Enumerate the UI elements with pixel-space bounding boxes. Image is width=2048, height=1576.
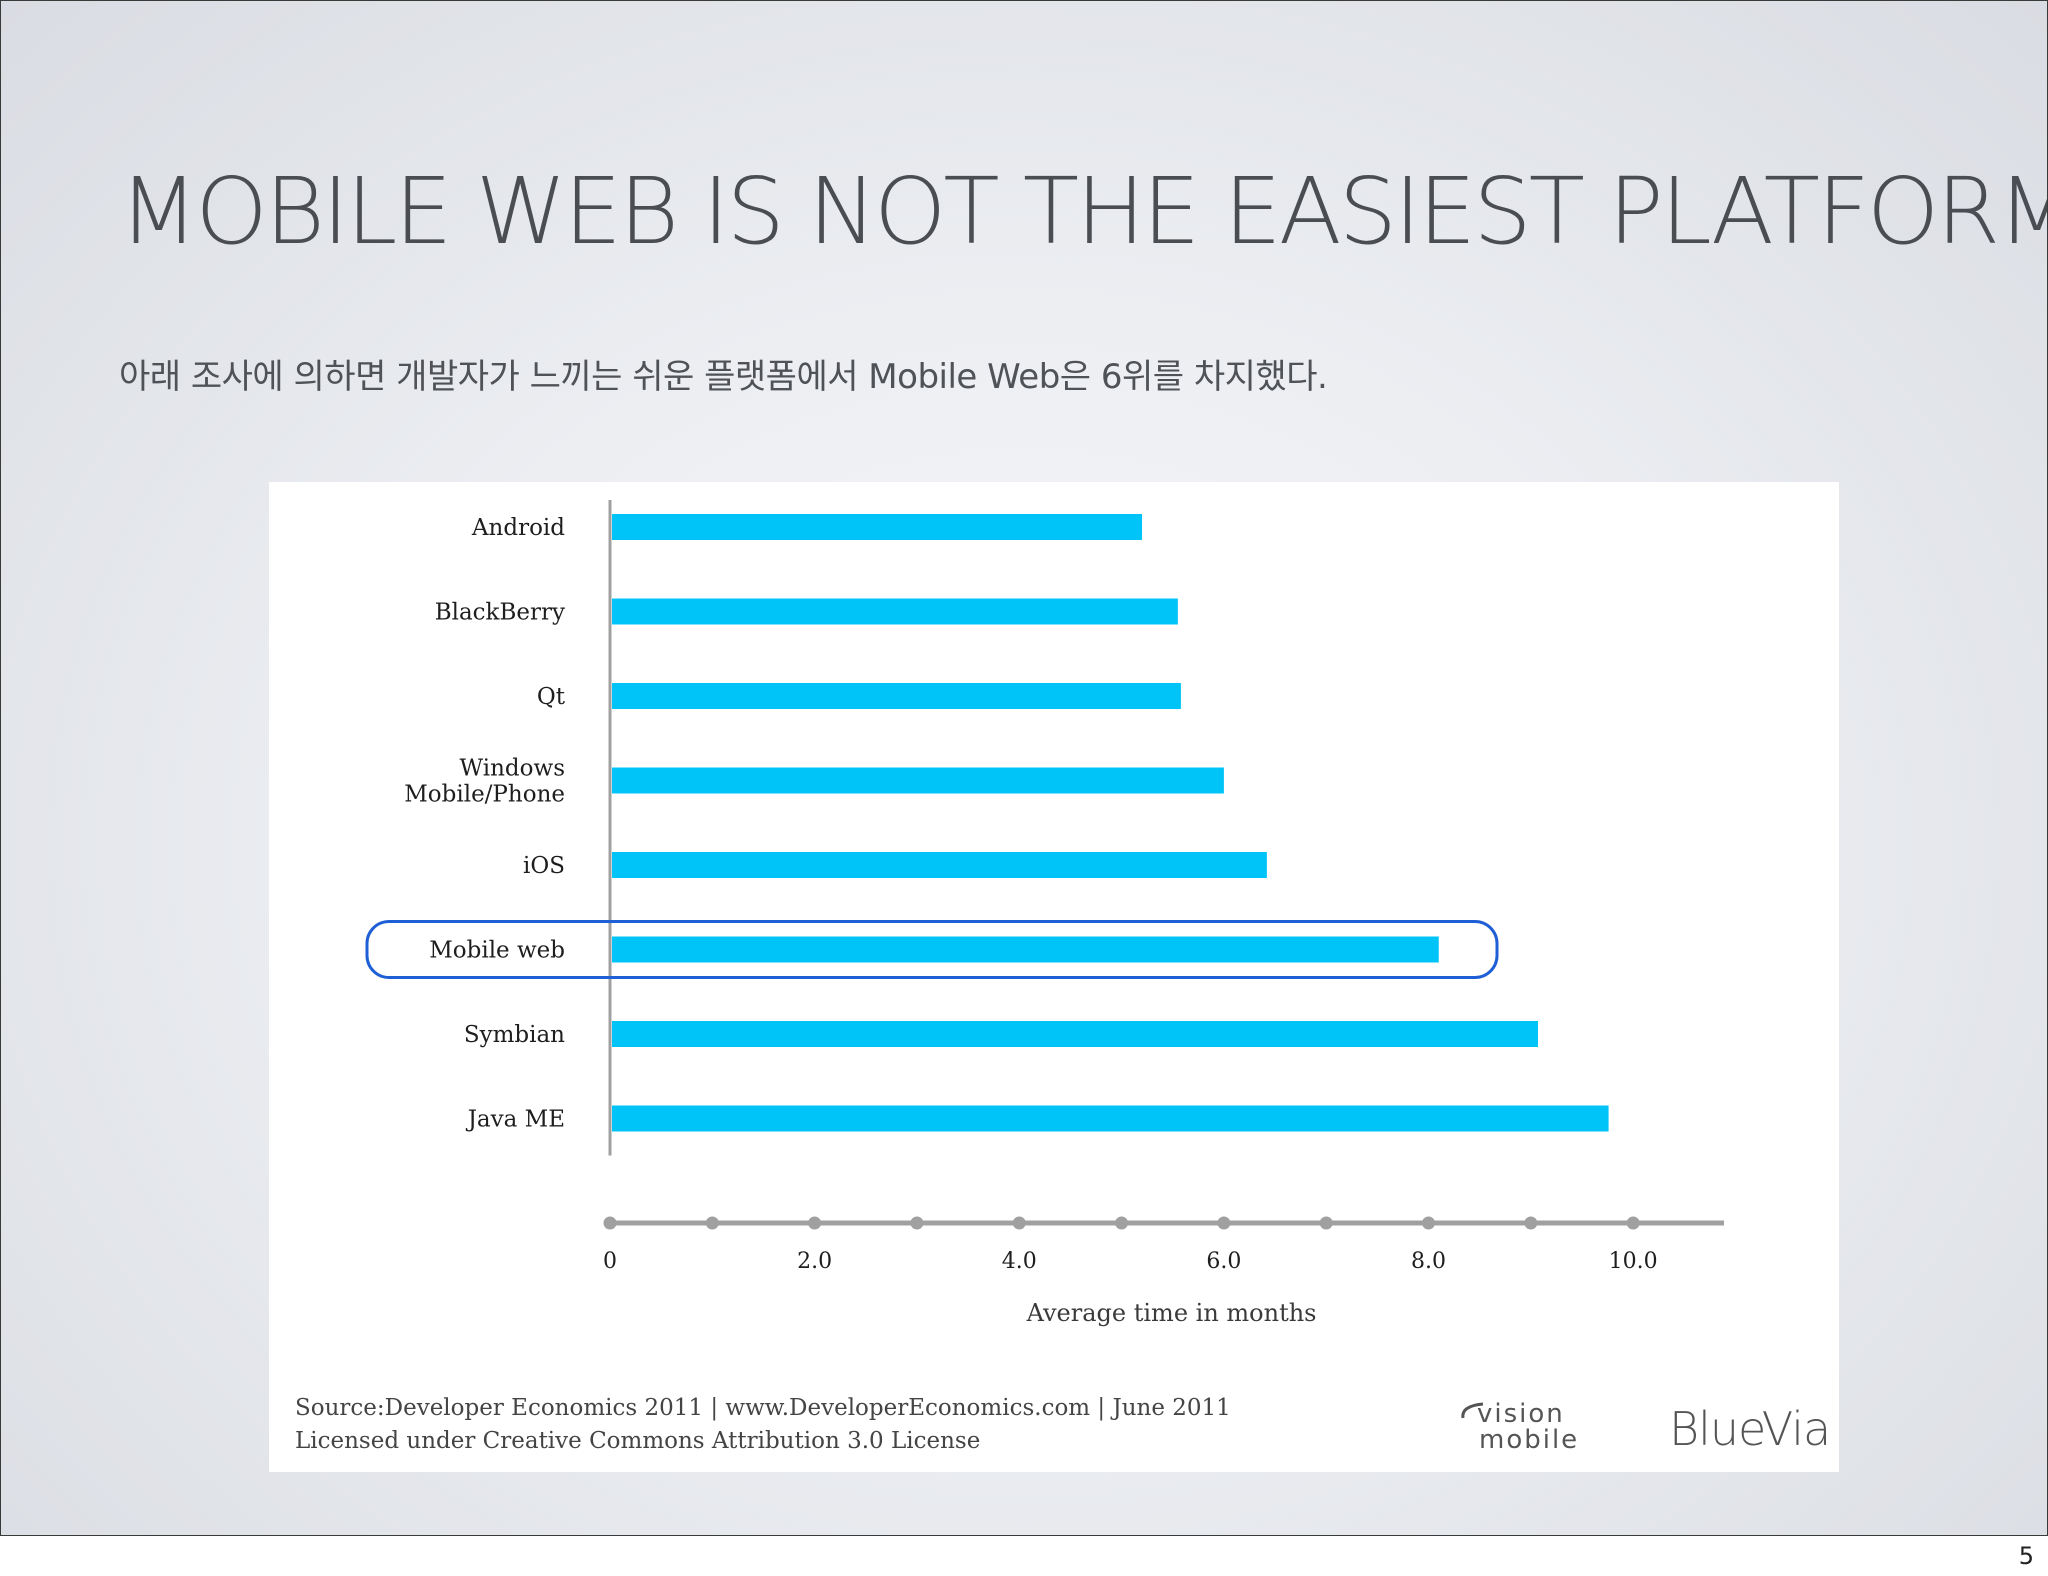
bar-qt (612, 683, 1181, 709)
bar-chart: Android BlackBerry Qt Windows Mobile/Phone iO… (365, 500, 1724, 1327)
x-tick-label: 0 (603, 1249, 617, 1274)
category-label: BlackBerry (435, 600, 565, 626)
bar-android (612, 514, 1143, 540)
highlight-outline (365, 920, 1499, 979)
bar-symbian (612, 1021, 1538, 1047)
category-label: Android (471, 515, 565, 541)
x-axis-dot (910, 1216, 924, 1230)
logo-swoosh (1461, 1402, 1484, 1419)
category-label: iOS (523, 853, 565, 879)
x-axis-dot (1626, 1216, 1640, 1230)
source-line-2: Licensed under Creative Commons Attribut… (295, 1428, 981, 1454)
x-tick-label: 6.0 (1206, 1249, 1241, 1274)
x-axis-dot (1217, 1216, 1231, 1230)
x-tick-label: 4.0 (1002, 1249, 1037, 1274)
vision-mobile-logo: vision mobile (1461, 1399, 1579, 1455)
category-label: Windows Mobile/Phone (404, 756, 565, 808)
bars-group (612, 514, 1609, 1132)
x-axis: 0 2.0 4.0 6.0 8.0 10.0 (603, 1216, 1724, 1274)
x-axis-dot (603, 1216, 617, 1230)
slide-number: 5 (2018, 1542, 2034, 1570)
x-axis-dot (1524, 1216, 1538, 1230)
chart-panel: Android BlackBerry Qt Windows Mobile/Phone iO… (269, 482, 1839, 1472)
category-label: Mobile web (429, 938, 565, 964)
x-tick-label: 8.0 (1411, 1249, 1446, 1274)
x-axis-dot (705, 1216, 719, 1230)
x-axis-dot (1319, 1216, 1333, 1230)
category-label: Symbian (464, 1022, 565, 1048)
slide-title: MOBILE WEB IS NOT THE EASIEST PLATFORM (119, 158, 2048, 265)
source-line-1: Source:Developer Economics 2011 | www.De… (295, 1395, 1231, 1421)
category-label: Java ME (466, 1107, 565, 1133)
bar-windows-mobile-phone (612, 767, 1224, 794)
x-tick-label: 2.0 (797, 1249, 832, 1274)
category-label: Qt (537, 684, 566, 710)
x-axis-dot (1422, 1216, 1436, 1230)
bar-java-me (612, 1105, 1609, 1132)
bar-ios (612, 852, 1267, 878)
source-note: Source:Developer Economics 2011 | www.De… (295, 1392, 1231, 1458)
x-axis-dot (1012, 1216, 1026, 1230)
logo-text-vision: vision (1477, 1399, 1565, 1429)
logo-text-mobile: mobile (1479, 1425, 1579, 1455)
x-axis-dot (1115, 1216, 1129, 1230)
slide-subtitle: 아래 조사에 의하면 개발자가 느끼는 쉬운 플랫폼에서 Mobile Web은… (119, 357, 1328, 397)
bluevia-logo: BlueVia (1669, 1402, 1831, 1456)
category-labels: Android BlackBerry Qt Windows Mobile/Phone iO… (404, 515, 566, 1133)
x-axis-dot (808, 1216, 822, 1230)
x-axis-title: Average time in months (1026, 1299, 1317, 1327)
x-tick-label: 10.0 (1609, 1249, 1658, 1274)
slide: MOBILE WEB IS NOT THE EASIEST PLATFORM 아… (0, 0, 2048, 1536)
bar-mobile-web (612, 936, 1439, 963)
bar-blackberry (612, 598, 1178, 625)
